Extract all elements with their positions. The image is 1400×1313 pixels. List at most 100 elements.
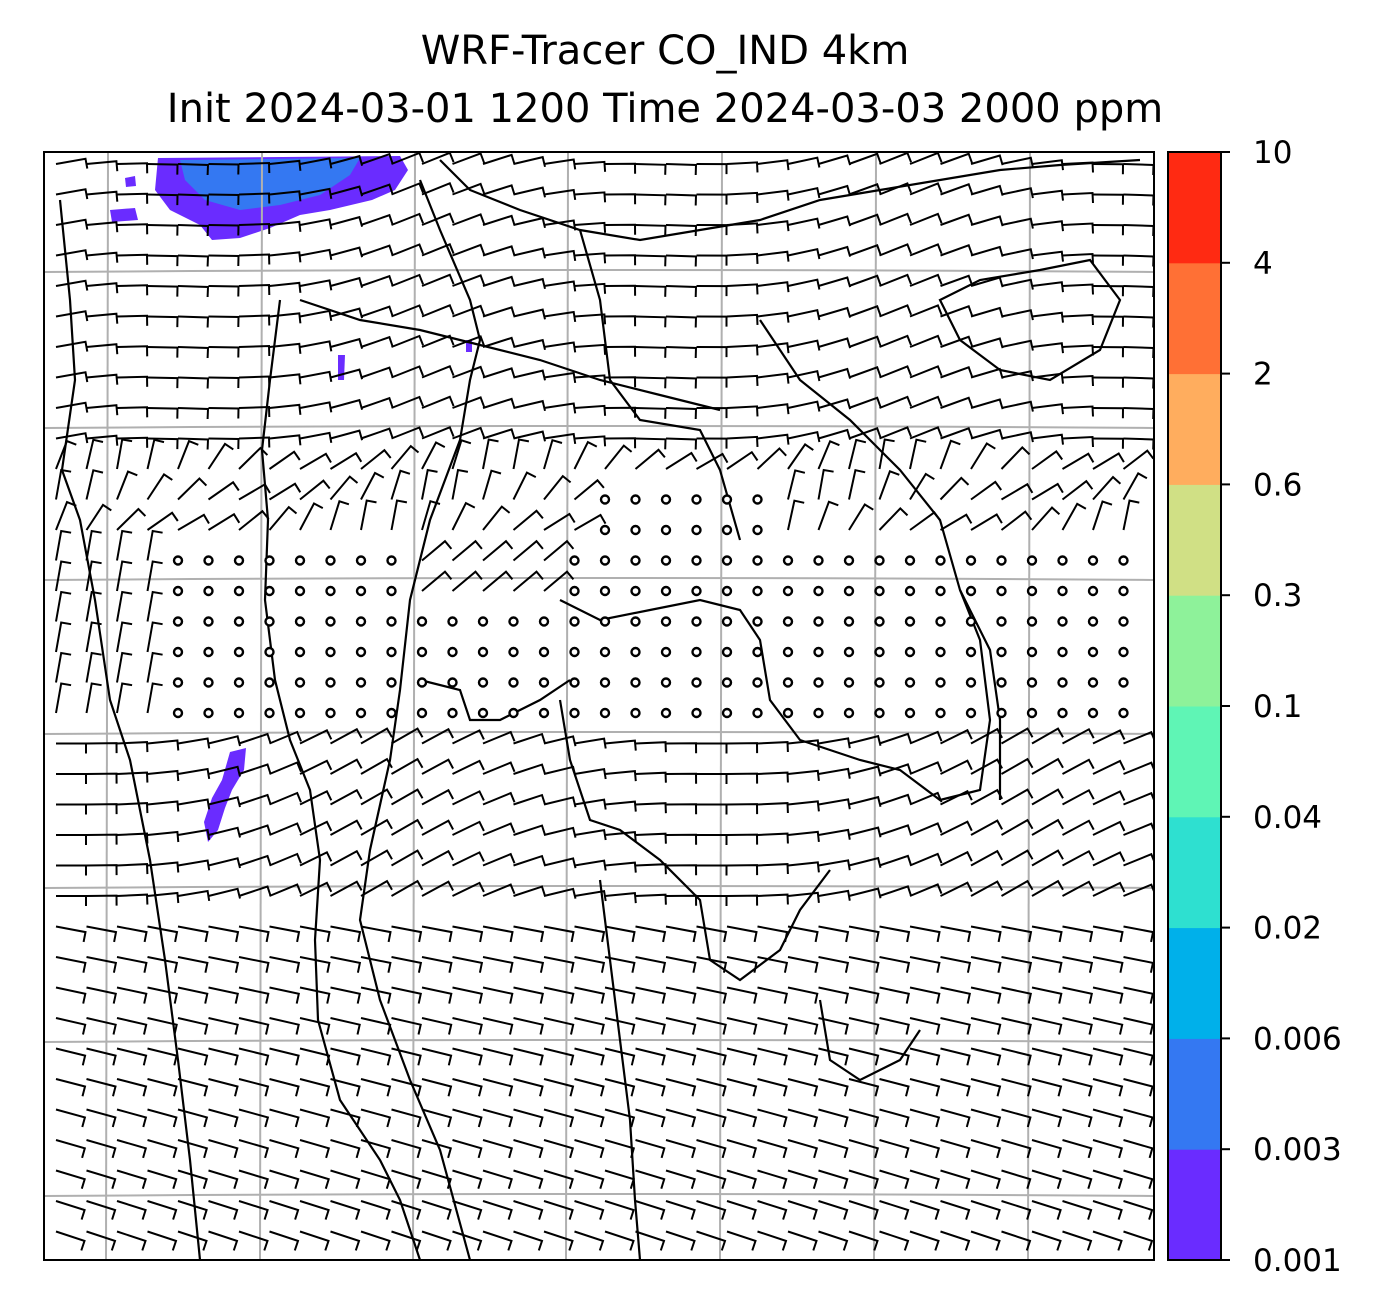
colorbar-tick-label: 0.006 bbox=[1253, 1021, 1342, 1057]
wind-barb bbox=[513, 763, 547, 775]
wind-barb bbox=[1123, 1078, 1154, 1097]
wind-barb bbox=[940, 986, 971, 1004]
wind-barb bbox=[635, 1169, 666, 1189]
chart-title-line2: Init 2024-03-01 1200 Time 2024-03-03 200… bbox=[166, 86, 1164, 132]
wind-barb bbox=[1092, 820, 1126, 836]
wind-barb bbox=[360, 1230, 391, 1251]
wind-barb bbox=[85, 469, 104, 500]
calm-marker bbox=[264, 707, 275, 719]
wind-barb bbox=[573, 478, 605, 501]
wind-barb bbox=[177, 1108, 209, 1128]
wind-barb bbox=[207, 442, 234, 470]
wind-barb bbox=[879, 395, 913, 409]
wind-barb bbox=[696, 1200, 727, 1220]
wind-barb bbox=[146, 590, 163, 622]
wind-barb bbox=[330, 925, 362, 943]
wind-barb bbox=[56, 1262, 84, 1281]
wind-barb bbox=[513, 1108, 544, 1128]
wind-barb bbox=[452, 213, 486, 226]
wind-barb bbox=[1001, 1230, 1032, 1251]
wind-barb bbox=[757, 741, 789, 753]
wind-barb bbox=[543, 925, 575, 943]
wind-barb bbox=[238, 253, 271, 265]
wind-barb bbox=[330, 368, 364, 380]
coastline-peninsula bbox=[260, 299, 422, 1260]
wind-barb bbox=[940, 152, 974, 165]
wind-barb bbox=[85, 560, 102, 592]
calm-marker bbox=[843, 677, 855, 688]
wind-barb bbox=[330, 758, 363, 775]
wind-barb bbox=[1093, 1262, 1121, 1281]
wind-barb bbox=[726, 283, 759, 295]
wind-barb bbox=[635, 1200, 666, 1220]
wind-barb bbox=[635, 437, 667, 450]
wind-barb bbox=[299, 187, 333, 199]
wind-barb bbox=[147, 254, 179, 267]
calm-marker bbox=[1118, 677, 1129, 688]
wind-barb bbox=[238, 793, 272, 806]
wind-barb bbox=[1062, 435, 1094, 448]
wind-barb bbox=[1000, 510, 1033, 531]
wind-barb bbox=[330, 398, 364, 410]
wind-barb bbox=[543, 539, 575, 562]
wind-barb bbox=[543, 1169, 574, 1189]
wind-barb bbox=[543, 956, 575, 973]
wind-barb bbox=[696, 986, 727, 1004]
wind-barb bbox=[239, 1262, 267, 1281]
calm-marker bbox=[416, 616, 428, 627]
wind-barb bbox=[970, 880, 1003, 897]
wind-barb bbox=[757, 1200, 788, 1220]
wind-barb bbox=[1061, 452, 1095, 470]
wind-barb bbox=[757, 1230, 788, 1251]
wind-barb bbox=[390, 499, 408, 531]
wind-barb bbox=[482, 438, 499, 470]
calm-marker bbox=[325, 677, 336, 688]
wind-barb bbox=[818, 737, 851, 749]
wind-barb bbox=[208, 1230, 239, 1251]
wind-barb bbox=[177, 889, 211, 902]
wind-barb bbox=[147, 193, 179, 206]
wind-barb bbox=[208, 1047, 239, 1066]
wind-barb bbox=[757, 1017, 788, 1035]
wind-barb bbox=[207, 512, 241, 531]
calm-marker bbox=[386, 646, 397, 658]
wind-barb bbox=[208, 407, 240, 419]
wind-barb bbox=[818, 1047, 849, 1066]
wind-barb bbox=[543, 1139, 575, 1159]
wind-barb bbox=[726, 1047, 758, 1066]
wind-barb bbox=[574, 767, 607, 780]
wind-barb bbox=[116, 223, 149, 235]
wind-barb bbox=[421, 986, 453, 1004]
wind-barb bbox=[970, 428, 1004, 440]
wind-barb bbox=[177, 285, 210, 298]
wind-barb bbox=[299, 1017, 331, 1035]
wind-barb bbox=[208, 925, 240, 943]
wind-barb bbox=[665, 163, 698, 176]
wind-barb bbox=[1031, 189, 1064, 201]
calm-marker bbox=[904, 585, 916, 597]
calm-marker bbox=[538, 677, 550, 688]
wind-barb bbox=[604, 376, 637, 388]
wind-barb bbox=[116, 436, 149, 448]
wind-barb bbox=[970, 986, 1002, 1004]
wind-barb bbox=[512, 509, 544, 531]
graticule-meridian bbox=[719, 152, 723, 1260]
wind-barb bbox=[1031, 1078, 1063, 1097]
wind-barb bbox=[970, 337, 1004, 349]
wind-barb bbox=[116, 1017, 148, 1035]
wind-barb bbox=[452, 426, 486, 440]
wind-barb bbox=[909, 1169, 940, 1189]
wind-barb bbox=[208, 224, 240, 236]
wind-barb bbox=[604, 986, 636, 1004]
wind-barb bbox=[299, 309, 333, 321]
wind-barb bbox=[787, 1108, 819, 1128]
wind-barb bbox=[818, 798, 851, 810]
wind-barb bbox=[604, 254, 637, 266]
wind-barb bbox=[1092, 285, 1125, 297]
wind-barb bbox=[879, 824, 913, 836]
wind-barb bbox=[147, 1047, 178, 1066]
wind-barb bbox=[1123, 1169, 1154, 1189]
wind-barb bbox=[238, 824, 272, 836]
border-northeast bbox=[938, 258, 1122, 382]
wind-barb bbox=[299, 1169, 330, 1189]
